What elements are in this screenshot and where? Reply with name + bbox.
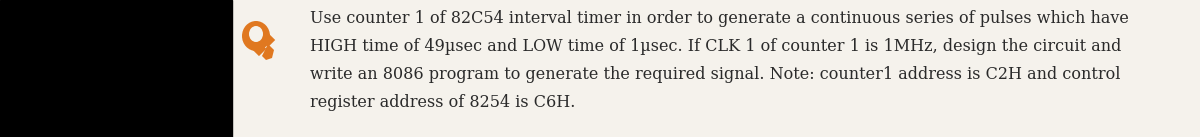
Ellipse shape: [242, 21, 270, 51]
Text: HIGH time of 49µsec and LOW time of 1µsec. If CLK 1 of counter 1 is 1MHz, design: HIGH time of 49µsec and LOW time of 1µse…: [310, 38, 1121, 55]
Bar: [0, 0, 232, 137]
Text: write an 8086 program to generate the required signal. Note: counter1 address is: write an 8086 program to generate the re…: [310, 66, 1121, 83]
Text: ❖: ❖: [238, 22, 278, 65]
Ellipse shape: [250, 26, 263, 42]
Text: Use counter 1 of 82C54 interval timer in order to generate a continuous series o: Use counter 1 of 82C54 interval timer in…: [310, 10, 1129, 27]
Polygon shape: [262, 44, 274, 60]
Text: register address of 8254 is C6H.: register address of 8254 is C6H.: [310, 94, 575, 111]
